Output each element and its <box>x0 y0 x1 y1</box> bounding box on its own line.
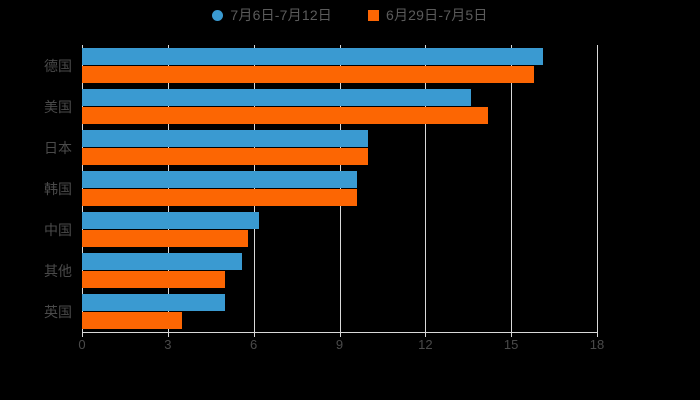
bar-中国-series-1[interactable] <box>82 230 248 247</box>
x-axis-tick-label: 9 <box>335 337 344 352</box>
y-axis-label-其他: 其他 <box>44 262 72 279</box>
x-axis-tick-label: 6 <box>250 337 258 352</box>
y-axis-label-美国: 美国 <box>44 98 72 115</box>
y-axis-label-中国: 中国 <box>44 221 72 238</box>
gridline <box>511 45 513 332</box>
bar-日本-series-0[interactable] <box>82 130 369 147</box>
legend-label-series-1: 6月29日-7月5日 <box>386 7 488 23</box>
legend-item-series-1[interactable]: 6月29日-7月5日 <box>368 8 488 22</box>
x-axis-tick <box>167 332 169 337</box>
square-marker-icon <box>368 9 379 21</box>
y-axis-label-韩国: 韩国 <box>44 180 72 197</box>
bar-其他-series-1[interactable] <box>82 271 226 288</box>
y-axis-label-日本: 日本 <box>44 139 72 156</box>
bar-其他-series-0[interactable] <box>82 253 243 270</box>
x-axis-tick <box>82 332 83 337</box>
x-axis-tick <box>425 332 427 337</box>
x-axis-tick <box>511 332 513 337</box>
chart-legend: 7月6日-7月12日 6月29日-7月5日 <box>0 8 700 22</box>
x-axis-tick <box>597 332 598 337</box>
x-axis-tick-label: 0 <box>78 337 86 352</box>
bar-英国-series-1[interactable] <box>82 312 183 329</box>
x-axis-tick <box>339 332 341 337</box>
x-axis-tick-label: 3 <box>164 337 172 352</box>
legend-item-series-0[interactable]: 7月6日-7月12日 <box>212 8 332 22</box>
bar-韩国-series-0[interactable] <box>82 171 357 188</box>
x-axis-tick-label: 18 <box>589 337 605 352</box>
gridline <box>167 45 169 332</box>
gridline <box>253 45 255 332</box>
x-axis-tick <box>253 332 255 337</box>
circle-marker-icon <box>212 9 224 21</box>
bar-美国-series-1[interactable] <box>82 107 489 124</box>
bar-中国-series-0[interactable] <box>82 212 260 229</box>
gridline <box>425 45 427 332</box>
plot-area <box>82 45 598 332</box>
bar-英国-series-0[interactable] <box>82 294 226 311</box>
bar-德国-series-0[interactable] <box>82 48 543 65</box>
x-axis-tick-label: 12 <box>418 337 433 352</box>
bar-美国-series-0[interactable] <box>82 89 472 106</box>
y-axis-label-英国: 英国 <box>44 303 72 320</box>
bar-韩国-series-1[interactable] <box>82 189 357 206</box>
bar-日本-series-1[interactable] <box>82 148 369 165</box>
x-axis-tick-label: 15 <box>503 337 519 352</box>
gridline <box>82 45 83 332</box>
gridline <box>597 45 598 332</box>
y-axis-category-labels: 德国美国日本韩国中国其他英国 <box>0 45 72 332</box>
legend-label-series-0: 7月6日-7月12日 <box>230 7 332 23</box>
y-axis-label-德国: 德国 <box>44 57 72 74</box>
bar-德国-series-1[interactable] <box>82 66 535 83</box>
gridline <box>339 45 341 332</box>
